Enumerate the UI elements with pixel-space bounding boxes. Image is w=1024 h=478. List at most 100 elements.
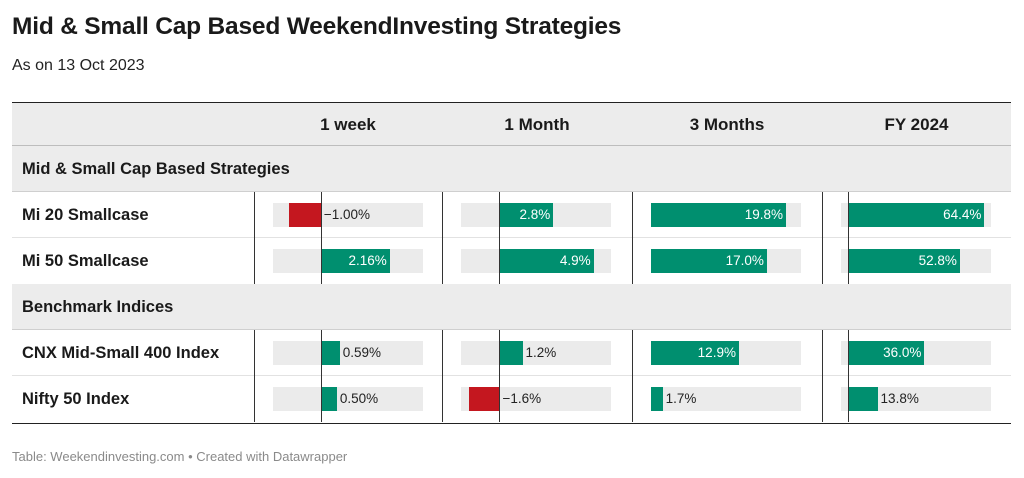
value-label: −1.00% — [323, 207, 371, 222]
table-row: Nifty 50 Index 0.50% −1.6% 1.7% 13.8% — [12, 376, 1011, 422]
row-label: CNX Mid-Small 400 Index — [22, 344, 220, 362]
positive-bar — [499, 249, 594, 273]
bar-track: 2.8% — [461, 192, 611, 238]
bar-track: 2.16% — [273, 238, 423, 284]
table-header: 1 week 1 Month 3 Months FY 2024 — [12, 102, 1011, 146]
negative-bar — [468, 387, 500, 411]
value-label: 4.9% — [559, 253, 591, 268]
bar-track: 1.7% — [651, 387, 801, 411]
footer-credit: Table: Weekendinvesting.com • Created wi… — [12, 449, 348, 464]
column-header-1-week: 1 week — [320, 115, 376, 134]
row-label: Nifty 50 Index — [22, 390, 130, 408]
bar-track: 1.2% — [461, 330, 611, 376]
zero-line — [320, 330, 322, 376]
positive-bar — [848, 249, 960, 273]
positive-bar — [499, 341, 523, 365]
bar-track: 12.9% — [651, 341, 801, 365]
column-divider — [822, 192, 823, 284]
table-row: CNX Mid-Small 400 Index 0.59% 1.2% 12.9% 36.… — [12, 330, 1011, 376]
bar-track: 4.9% — [461, 238, 611, 284]
group-header: Mid & Small Cap Based Strategies — [12, 146, 1011, 192]
table-bottom-rule — [12, 423, 1011, 424]
bar-cell: 17.0% — [632, 238, 820, 284]
value-label: 64.4% — [943, 207, 982, 222]
bar-cell: −1.00% — [254, 192, 442, 238]
page-subtitle: As on 13 Oct 2023 — [12, 57, 145, 74]
positive-bar — [848, 203, 985, 227]
value-label: 2.8% — [519, 207, 551, 222]
bar-cell: 4.9% — [442, 238, 630, 284]
column-divider — [254, 192, 255, 284]
column-header-fy-2024: FY 2024 — [884, 115, 949, 134]
bar-cell: −1.6% — [442, 376, 630, 422]
value-label: 0.50% — [339, 391, 379, 406]
positive-bar — [320, 341, 340, 365]
column-divider — [442, 192, 443, 284]
bar-cell: 13.8% — [822, 376, 1010, 422]
bar-track: −1.00% — [273, 192, 423, 238]
bar-track: 0.59% — [273, 330, 423, 376]
column-divider — [254, 330, 255, 422]
positive-bar — [651, 203, 786, 227]
bar-cell: 0.59% — [254, 330, 442, 376]
bar-cell: 1.2% — [442, 330, 630, 376]
positive-bar — [651, 341, 739, 365]
performance-table: 1 week 1 Month 3 Months FY 2024 Mid & Sm… — [12, 102, 1011, 424]
zero-line — [848, 376, 850, 422]
group-label: Mid & Small Cap Based Strategies — [22, 160, 290, 178]
value-label: 19.8% — [744, 207, 783, 222]
group-label: Benchmark Indices — [22, 298, 174, 316]
group-header: Benchmark Indices — [12, 284, 1011, 330]
bar-cell: 19.8% — [632, 192, 820, 238]
bar-cell: 2.16% — [254, 238, 442, 284]
positive-bar — [320, 249, 390, 273]
page-title: Mid & Small Cap Based WeekendInvesting S… — [12, 13, 622, 40]
bar-track: 64.4% — [841, 192, 991, 238]
zero-line — [320, 238, 322, 284]
positive-bar — [651, 387, 663, 411]
zero-line — [848, 330, 850, 376]
zero-line — [848, 238, 850, 284]
column-header-1-month: 1 Month — [504, 115, 570, 134]
positive-bar — [848, 387, 878, 411]
zero-line — [499, 238, 501, 284]
column-divider — [442, 330, 443, 422]
zero-line — [320, 376, 322, 422]
negative-bar — [288, 203, 321, 227]
bar-cell: 1.7% — [632, 376, 820, 422]
value-label: 12.9% — [697, 345, 736, 360]
bar-cell: 52.8% — [822, 238, 1010, 284]
table-row: Mi 20 Smallcase −1.00% 2.8% 19.8% 64.4% — [12, 192, 1011, 238]
positive-bar — [320, 387, 337, 411]
bar-track: 19.8% — [651, 203, 801, 227]
table-row: Mi 50 Smallcase 2.16% 4.9% 17.0% 52.8% — [12, 238, 1011, 284]
bar-track: −1.6% — [461, 376, 611, 422]
column-header-3-months: 3 Months — [689, 115, 765, 134]
bar-track: 52.8% — [841, 238, 991, 284]
value-label: 1.2% — [525, 345, 557, 360]
zero-line — [499, 192, 501, 238]
value-label: 36.0% — [883, 345, 922, 360]
zero-line — [320, 192, 322, 238]
bar-cell: 64.4% — [822, 192, 1010, 238]
value-label: 0.59% — [342, 345, 381, 360]
bar-cell: 36.0% — [822, 330, 1010, 376]
zero-line — [848, 192, 850, 238]
column-divider — [632, 330, 633, 422]
bar-track: 0.50% — [273, 376, 423, 422]
row-label: Mi 20 Smallcase — [22, 206, 149, 224]
value-label: 1.7% — [665, 391, 697, 406]
value-label: 2.16% — [348, 253, 387, 268]
row-label: Mi 50 Smallcase — [22, 252, 149, 270]
column-divider — [632, 192, 633, 284]
bar-cell: 0.50% — [254, 376, 442, 422]
bar-track: 13.8% — [841, 376, 991, 422]
value-label: 17.0% — [725, 253, 764, 268]
bar-track: 17.0% — [651, 249, 801, 273]
positive-bar — [848, 341, 925, 365]
bar-cell: 2.8% — [442, 192, 630, 238]
value-label: 13.8% — [880, 391, 919, 406]
positive-bar — [499, 203, 554, 227]
zero-line — [499, 330, 501, 376]
bar-cell: 12.9% — [632, 330, 820, 376]
